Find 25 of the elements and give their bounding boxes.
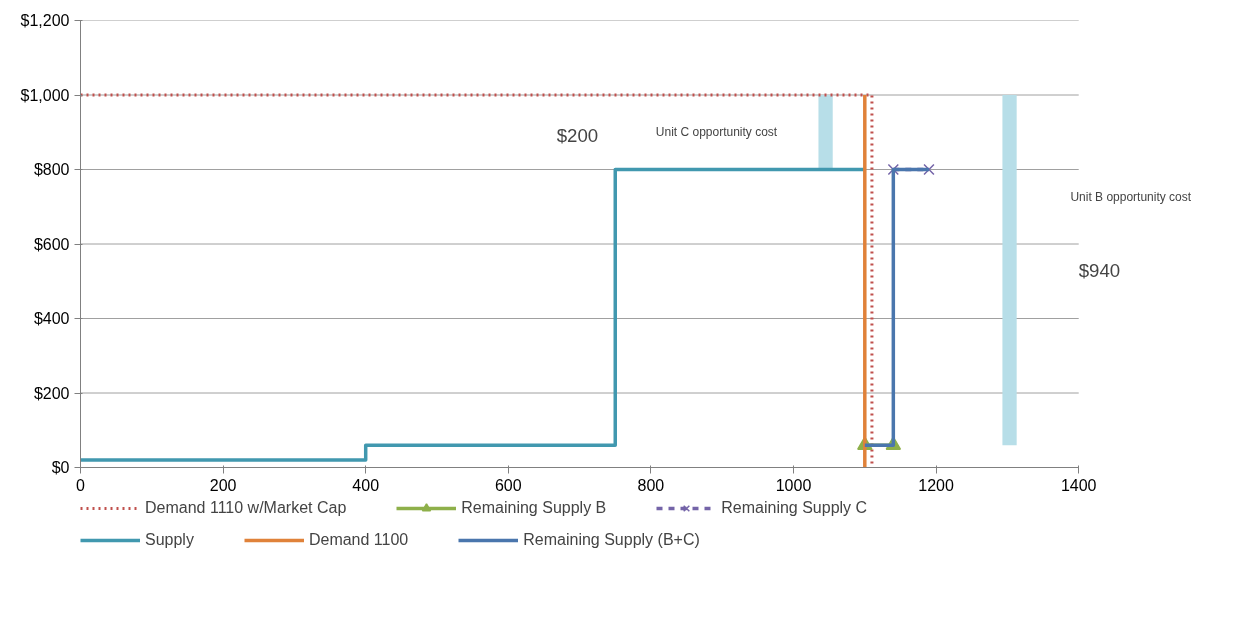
legend-label: Demand 1100 [308,531,409,549]
x-tick-label: 200 [209,476,237,494]
legend-label: Remaining Supply B [461,499,607,517]
x-tick-label: 0 [76,476,86,494]
y-tick-label: $1,200 [20,12,70,29]
text: $940 [1078,259,1121,281]
legend-label: Remaining Supply (B+C) [523,531,700,549]
y-tick-label: $200 [33,384,70,402]
x-tick-label: 600 [494,476,522,494]
x-tick-label: 1400 [1060,476,1097,494]
y-tick-label: $0 [51,459,70,476]
annotation: $200 [556,125,599,147]
x-tick-label: 800 [637,476,665,494]
annotation: Unit B opportunity cost [1070,190,1192,205]
y-tick-label: $600 [33,235,70,253]
x-tick-label: 400 [352,476,380,494]
y-tick-label: $800 [33,161,70,178]
annotation: Unit C opportunity cost [655,125,778,140]
legend-label: Remaining Supply C [721,499,868,517]
y-tick-label: $400 [33,310,70,327]
legend-label: Demand 1110 w/Market Cap [145,499,347,517]
x-tick-label: 1000 [775,476,812,494]
y-tick-label: $1,000 [20,86,70,104]
legend-label: Supply [145,531,194,549]
x-tick-label: 1200 [918,476,954,494]
